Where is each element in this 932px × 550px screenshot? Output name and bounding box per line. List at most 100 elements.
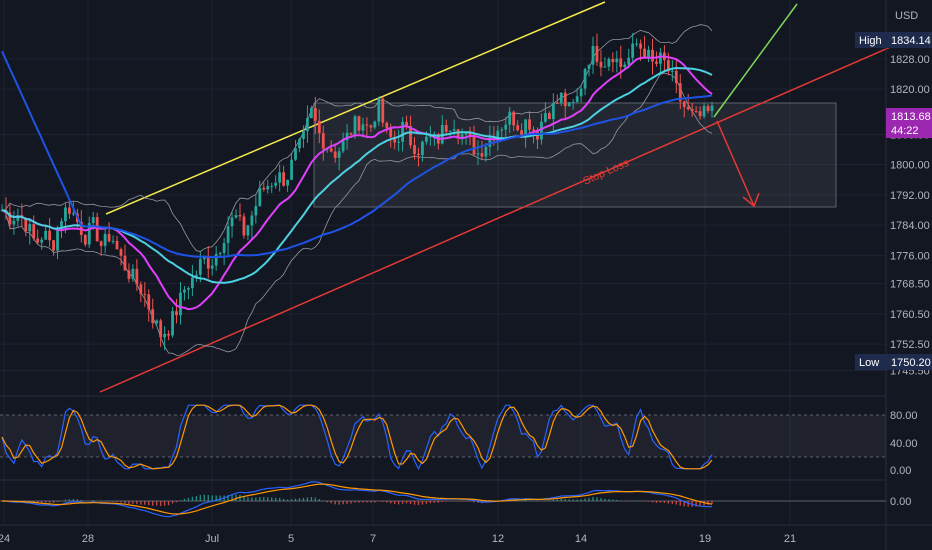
candle-body <box>619 58 623 67</box>
projection-down-arrow[interactable] <box>716 120 755 207</box>
candle-body <box>83 234 87 245</box>
low-badge: Low 1750.20 <box>855 354 932 370</box>
candle-body <box>547 113 551 120</box>
candle-body <box>670 70 674 72</box>
candle-body <box>226 226 230 243</box>
candle-body <box>337 151 341 158</box>
price-tick-label: 1768.50 <box>890 279 930 291</box>
candle-body <box>151 309 155 324</box>
candle-body <box>183 289 186 293</box>
candle-body <box>214 254 218 266</box>
candle-body <box>460 134 464 138</box>
candle-body <box>159 320 163 338</box>
candle-body <box>504 124 508 130</box>
candle-body <box>99 241 103 246</box>
candle-body <box>516 125 520 131</box>
candle-body <box>198 259 202 275</box>
candle-body <box>60 221 63 229</box>
candle-body <box>456 129 460 138</box>
candle-body <box>425 136 428 142</box>
candle-body <box>694 111 698 113</box>
candle-body <box>524 119 527 135</box>
candle-body <box>666 60 670 72</box>
candle-body <box>686 106 690 110</box>
candle-body <box>48 230 51 241</box>
candle-body <box>44 230 48 240</box>
time-tick-label: 21 <box>784 533 796 545</box>
candle-body <box>341 140 345 152</box>
candle-body <box>167 333 170 336</box>
candle-body <box>428 136 432 138</box>
candle-body <box>155 320 159 324</box>
candle-body <box>401 121 405 142</box>
candle-body <box>135 268 139 285</box>
projection-down-arrowhead <box>742 192 760 208</box>
candle-body <box>12 220 16 225</box>
candle-body <box>583 68 587 89</box>
candle-body <box>333 151 337 158</box>
macd-signal-line <box>2 483 713 515</box>
candle-body <box>488 137 492 147</box>
currency-label: USD <box>895 10 918 22</box>
candle-body <box>559 92 563 104</box>
candle-body <box>405 121 408 126</box>
candle-body <box>321 133 325 149</box>
stoch-tick-40: 40.00 <box>890 438 918 450</box>
consolidation-box[interactable] <box>313 102 837 208</box>
candle-body <box>353 116 357 135</box>
current-price-value: 1813.68 <box>891 111 931 123</box>
candle-body <box>587 64 591 69</box>
price-tick-label: 1776.00 <box>890 250 930 262</box>
candle-body <box>397 141 401 143</box>
time-axis[interactable]: 24 28 Jul 5 7 12 14 19 21 <box>0 533 796 545</box>
candle-body <box>317 120 321 134</box>
candle-body <box>294 148 297 160</box>
stochastic-oscillator <box>1 404 713 471</box>
candle-body <box>309 107 313 119</box>
candle-body <box>385 122 389 128</box>
candle-body <box>480 153 484 157</box>
ascending-trendline[interactable] <box>99 44 896 393</box>
candle-body <box>484 146 488 157</box>
candle-body <box>567 102 571 107</box>
candle-body <box>417 153 420 156</box>
candle-body <box>147 294 151 310</box>
candle-body <box>421 141 424 156</box>
time-tick-label: 7 <box>370 533 376 545</box>
stochastic-band <box>0 415 886 457</box>
channel-upper-line[interactable] <box>105 1 606 215</box>
moving-averages <box>1 50 713 311</box>
low-value: 1750.20 <box>891 357 931 369</box>
candle-body <box>52 240 55 251</box>
candle-body <box>187 288 190 290</box>
candle-body <box>361 124 365 131</box>
candle-body <box>345 132 349 141</box>
candle-body <box>16 215 20 221</box>
candle-body <box>639 43 643 49</box>
candle-body <box>274 182 278 186</box>
projection-up-arrow[interactable] <box>713 3 798 118</box>
candle-body <box>238 215 242 217</box>
candle-body <box>194 274 198 278</box>
candle-body <box>575 96 579 102</box>
price-tick-label: 1792.00 <box>890 190 930 202</box>
candle-body <box>71 213 75 215</box>
candle-body <box>690 109 694 112</box>
candle-body <box>563 92 567 107</box>
candle-body <box>206 257 210 269</box>
candle-body <box>119 249 123 256</box>
candle-body <box>452 129 456 131</box>
macd-indicator <box>1 481 713 518</box>
candle-body <box>702 106 706 117</box>
candle-body <box>706 106 710 112</box>
candle-body <box>579 88 583 97</box>
time-tick-label: 19 <box>699 533 711 545</box>
candle-body <box>278 172 282 183</box>
candle-body <box>270 185 274 187</box>
current-price-badge: 1813.68 44:22 <box>886 108 932 138</box>
candle-body <box>603 66 607 68</box>
candle-body <box>8 212 12 225</box>
candle-body <box>389 127 393 137</box>
